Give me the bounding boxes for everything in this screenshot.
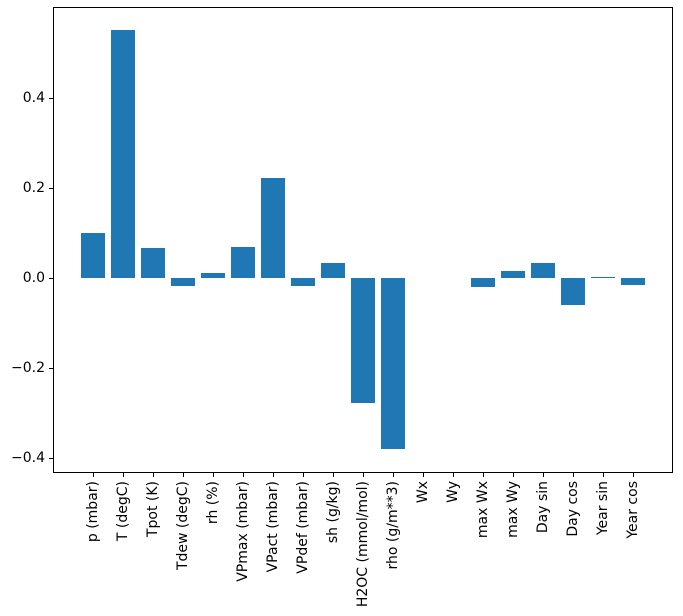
x-axis-tick-label: T (degC)	[115, 481, 131, 542]
bar	[621, 278, 645, 285]
x-axis-tick	[273, 473, 274, 477]
x-axis-tick-label: Wy	[445, 481, 461, 503]
x-axis-tick	[543, 473, 544, 477]
x-axis-tick-label: Wx	[415, 481, 431, 504]
x-axis-tick	[483, 473, 484, 477]
x-axis-tick-label: rho (g/m**3)	[385, 481, 401, 570]
x-axis-tick-label: p (mbar)	[85, 481, 101, 543]
y-axis-tick-label: −0.2	[11, 360, 45, 376]
y-axis-tick	[49, 188, 53, 189]
bar	[231, 247, 255, 278]
x-axis-tick-label: VPmax (mbar)	[235, 481, 251, 582]
x-axis-tick-label: Tpot (K)	[145, 481, 161, 538]
bar	[501, 271, 525, 278]
bar	[351, 278, 375, 403]
x-axis-tick	[183, 473, 184, 477]
y-axis-tick	[49, 278, 53, 279]
x-axis-tick	[243, 473, 244, 477]
bar	[321, 263, 345, 278]
y-axis-tick	[49, 368, 53, 369]
x-axis-tick	[423, 473, 424, 477]
y-axis-tick-label: 0.0	[22, 270, 45, 286]
x-axis-tick	[633, 473, 634, 477]
bar	[531, 263, 555, 278]
y-axis-tick	[49, 458, 53, 459]
x-axis-tick	[573, 473, 574, 477]
x-axis-tick	[303, 473, 304, 477]
x-axis-tick-label: Year sin	[595, 481, 611, 536]
x-axis-tick	[153, 473, 154, 477]
bar	[471, 278, 495, 287]
x-axis-tick-label: H2OC (mmol/mol)	[355, 481, 371, 608]
x-axis-tick	[213, 473, 214, 477]
x-axis-tick-label: sh (g/kg)	[325, 481, 341, 544]
bar	[261, 178, 285, 278]
x-axis-tick	[93, 473, 94, 477]
bar	[561, 278, 585, 305]
bar	[381, 278, 405, 449]
bar	[111, 30, 135, 278]
y-axis-tick	[49, 98, 53, 99]
plot-area	[53, 7, 673, 473]
bar	[291, 278, 315, 286]
bar	[141, 248, 165, 278]
x-axis-tick-label: Day cos	[565, 481, 581, 537]
x-axis-tick-label: Day sin	[535, 481, 551, 534]
x-axis-tick	[333, 473, 334, 477]
x-axis-tick-label: max Wx	[475, 481, 491, 539]
x-axis-tick	[393, 473, 394, 477]
bar	[81, 233, 105, 278]
bar	[201, 273, 225, 278]
x-axis-tick-label: VPact (mbar)	[265, 481, 281, 573]
x-axis-tick	[453, 473, 454, 477]
y-axis-tick-label: 0.2	[22, 180, 45, 196]
bar	[171, 278, 195, 286]
y-axis-tick-label: 0.4	[22, 90, 45, 106]
x-axis-tick-label: rh (%)	[205, 481, 221, 525]
x-axis-tick-label: max Wy	[505, 481, 521, 538]
y-axis-tick-label: −0.4	[11, 450, 45, 466]
x-axis-tick-label: Year cos	[625, 481, 641, 539]
x-axis-tick	[123, 473, 124, 477]
x-axis-tick	[363, 473, 364, 477]
x-axis-tick	[513, 473, 514, 477]
x-axis-tick-label: Tdew (degC)	[175, 481, 191, 571]
x-axis-tick-label: VPdef (mbar)	[295, 481, 311, 574]
x-axis-tick	[603, 473, 604, 477]
bar	[591, 277, 615, 278]
